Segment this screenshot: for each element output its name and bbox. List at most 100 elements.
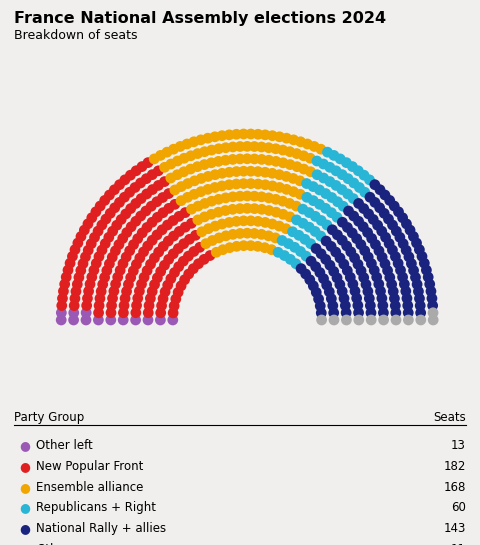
Point [173,171,181,179]
Point [180,239,188,248]
Point [132,301,140,310]
Point [290,136,298,144]
Point [409,232,417,241]
Point [208,146,216,154]
Point [272,144,280,153]
Point [155,166,162,175]
Point [196,243,204,252]
Point [147,260,155,269]
Point [272,208,280,216]
Point [389,246,396,255]
Point [229,205,237,214]
Point [125,280,132,289]
Point [303,179,311,188]
Point [86,280,94,288]
Point [303,140,311,148]
Point [137,179,144,187]
Point [391,294,398,303]
Point [167,160,175,168]
Point [340,294,348,303]
Point [399,214,407,222]
Point [329,301,336,310]
Point [116,180,123,189]
Point [175,262,182,271]
Point [164,281,171,289]
Point [320,160,327,168]
Point [307,239,314,248]
Point [416,245,423,254]
Point [180,257,187,265]
Text: Party Group: Party Group [14,411,84,424]
Point [88,214,96,222]
Point [232,217,240,226]
Point [98,221,106,229]
Point [126,246,133,255]
Point [215,195,222,204]
Point [361,246,369,255]
Point [95,316,102,324]
Point [123,287,131,296]
Point [371,266,378,275]
Point [138,228,146,237]
Point [177,282,185,290]
Point [380,308,387,317]
Point [143,267,151,275]
Point [406,226,414,234]
Point [338,170,346,179]
Text: National Rally + allies: National Rally + allies [36,522,166,535]
Point [341,301,349,310]
Point [356,183,363,192]
Point [327,242,335,251]
Point [134,234,142,243]
Point [75,273,83,282]
Point [190,264,197,273]
Point [392,252,399,261]
Point [95,301,103,310]
Point [413,280,421,289]
Point [243,154,251,163]
Point [396,233,404,242]
Point [121,294,129,303]
Point [211,171,219,179]
Point [137,194,145,203]
Point [144,241,152,250]
Point [262,180,269,189]
Point [144,316,152,324]
Point [126,188,133,197]
Text: ●: ● [19,439,30,452]
Point [147,202,155,210]
Point [429,308,437,317]
Point [300,152,307,160]
Point [349,194,357,203]
Point [233,167,240,176]
Point [410,266,418,275]
Point [146,294,154,303]
Point [375,246,383,255]
Point [404,308,412,317]
Point [120,301,128,310]
Point [72,287,80,296]
Point [186,235,193,244]
Point [332,247,339,256]
Point [292,259,300,268]
Point [243,142,251,151]
Point [206,251,214,260]
Point [222,232,230,240]
Point [264,232,272,240]
Point [194,149,202,158]
Point [177,196,185,205]
Point [204,225,212,233]
Text: 143: 143 [443,522,466,535]
Point [84,246,92,255]
Point [376,203,384,212]
Point [424,272,432,281]
Point [159,242,167,251]
Point [194,202,202,210]
Point [332,166,340,175]
Point [119,234,127,243]
Point [130,267,137,275]
Point [194,259,202,268]
Point [155,181,162,190]
Point [169,250,177,258]
Point [161,261,168,270]
